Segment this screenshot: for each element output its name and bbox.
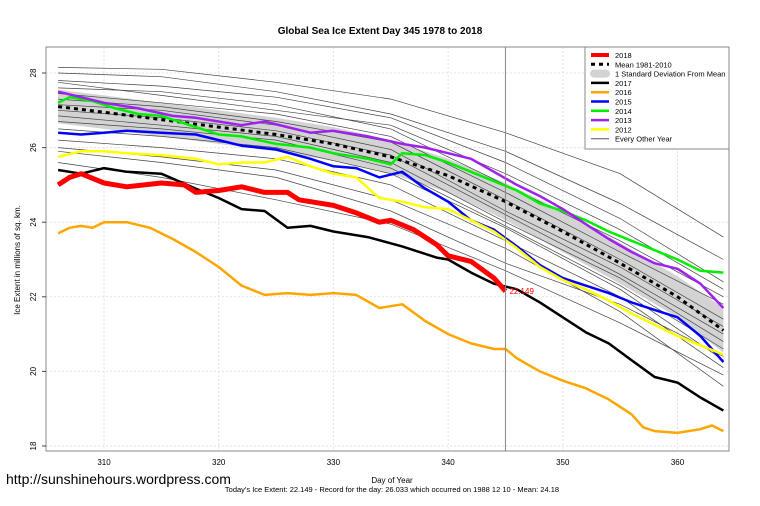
y-axis-ticks: 18 20 22 24 26 28 — [29, 68, 46, 450]
other-year-line — [58, 104, 724, 327]
highlighted-series — [56, 90, 725, 435]
legend-swatch — [590, 69, 610, 78]
series-line-2016 — [57, 220, 724, 435]
x-tick-label: 310 — [97, 458, 111, 467]
series-line-2017 — [57, 166, 725, 412]
y-tick-label: 22 — [29, 292, 38, 301]
every-other-year-lines — [58, 67, 724, 387]
x-axis-ticks: 310 320 330 340 350 360 — [97, 458, 684, 467]
legend-label: 2013 — [615, 116, 632, 125]
legend-label: Every Other Year — [615, 135, 673, 144]
x-tick-label: 340 — [441, 458, 455, 467]
series-line-2014 — [57, 95, 724, 274]
chart-title: Global Sea Ice Extent Day 345 1978 to 20… — [278, 26, 483, 37]
legend-label: 2014 — [615, 107, 632, 116]
y-axis-label: Ice Extent in millions of sq. km. — [13, 205, 22, 315]
legend-label: 2015 — [615, 98, 632, 107]
other-year-line — [58, 93, 724, 305]
x-tick-label: 320 — [212, 458, 226, 467]
x-axis-label: Day of Year — [371, 476, 413, 485]
series-line-2015 — [58, 129, 725, 363]
other-year-line — [58, 72, 724, 260]
x-tick-label: 330 — [327, 458, 341, 467]
legend-label: 2012 — [615, 125, 632, 134]
other-year-line — [58, 150, 724, 357]
other-year-line — [58, 121, 724, 350]
plot-frame — [45, 46, 730, 452]
y-tick-label: 26 — [29, 143, 38, 152]
x-tick-label: 360 — [671, 458, 685, 467]
y-tick-label: 18 — [29, 441, 38, 450]
source-url[interactable]: http://sunshinehours.wordpress.com — [6, 471, 231, 487]
mean-1981-2010-line — [57, 105, 725, 332]
series-line-2013 — [57, 90, 725, 309]
y-tick-label: 24 — [29, 217, 38, 226]
mean-line — [57, 105, 725, 332]
other-year-line — [58, 109, 724, 335]
other-year-line — [58, 162, 724, 376]
legend-label: Mean 1981-2010 — [615, 60, 672, 69]
series-line-2018 — [56, 171, 508, 293]
series-line-2012 — [57, 150, 724, 356]
other-year-line — [58, 67, 724, 238]
other-year-line — [58, 80, 724, 283]
current-value-label: 22.149 — [509, 287, 534, 296]
other-year-line — [58, 87, 724, 298]
legend-label: 1 Standard Deviation From Mean — [615, 70, 725, 79]
other-year-line — [58, 81, 724, 290]
x-tick-label: 350 — [556, 458, 570, 467]
footer-stats: Today's Ice Extent: 22.149 - Record for … — [225, 485, 559, 494]
legend-label: 2018 — [615, 51, 632, 60]
legend-label: 2016 — [615, 88, 632, 97]
y-tick-label: 20 — [29, 366, 38, 375]
y-tick-label: 28 — [29, 68, 38, 77]
other-year-line — [58, 115, 724, 342]
legend-label: 2017 — [615, 79, 632, 88]
